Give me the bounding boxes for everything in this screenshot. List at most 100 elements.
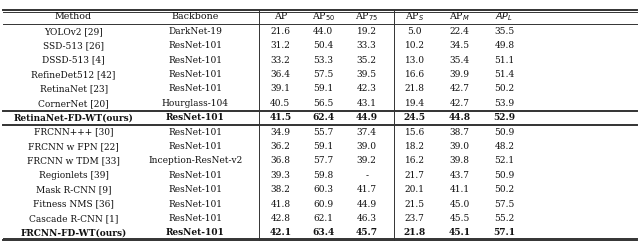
Text: ResNet-101: ResNet-101 [168, 185, 222, 194]
Text: RefineDet512 [42]: RefineDet512 [42] [31, 70, 116, 79]
Text: 42.7: 42.7 [449, 99, 470, 108]
Text: RetinaNet-FD-WT(ours): RetinaNet-FD-WT(ours) [13, 113, 134, 122]
Text: 39.0: 39.0 [449, 142, 470, 151]
Text: ResNet-101: ResNet-101 [168, 214, 222, 223]
Text: 62.4: 62.4 [312, 113, 334, 122]
Text: 39.3: 39.3 [270, 171, 291, 180]
Text: 36.8: 36.8 [270, 157, 291, 165]
Text: 15.6: 15.6 [404, 128, 425, 137]
Text: 19.2: 19.2 [356, 27, 377, 36]
Text: 50.9: 50.9 [494, 171, 515, 180]
Text: 40.5: 40.5 [270, 99, 291, 108]
Text: 53.9: 53.9 [494, 99, 515, 108]
Text: 31.2: 31.2 [270, 41, 291, 50]
Text: 41.1: 41.1 [449, 185, 470, 194]
Text: 44.9: 44.9 [356, 113, 378, 122]
Text: DSSD-513 [4]: DSSD-513 [4] [42, 56, 105, 65]
Text: 59.8: 59.8 [313, 171, 333, 180]
Text: 59.1: 59.1 [313, 142, 333, 151]
Text: 60.9: 60.9 [313, 200, 333, 208]
Text: FRCNN-FD-WT(ours): FRCNN-FD-WT(ours) [20, 228, 127, 237]
Text: -: - [365, 171, 368, 180]
Text: Method: Method [55, 12, 92, 22]
Text: Fitness NMS [36]: Fitness NMS [36] [33, 200, 114, 208]
Text: 60.3: 60.3 [313, 185, 333, 194]
Text: 57.1: 57.1 [493, 228, 515, 237]
Text: AP$_M$: AP$_M$ [449, 11, 470, 23]
Text: YOLOv2 [29]: YOLOv2 [29] [44, 27, 103, 36]
Text: 36.4: 36.4 [270, 70, 291, 79]
Text: 51.4: 51.4 [494, 70, 515, 79]
Text: 62.1: 62.1 [313, 214, 333, 223]
Text: AP$_{50}$: AP$_{50}$ [312, 11, 335, 23]
Text: 38.2: 38.2 [270, 185, 291, 194]
Text: 42.8: 42.8 [270, 214, 291, 223]
Text: 57.7: 57.7 [313, 157, 333, 165]
Text: 44.0: 44.0 [313, 27, 333, 36]
Text: ResNet-101: ResNet-101 [168, 41, 222, 50]
Text: DarkNet-19: DarkNet-19 [168, 27, 222, 36]
Text: Mask R-CNN [9]: Mask R-CNN [9] [36, 185, 111, 194]
Text: 21.8: 21.8 [404, 228, 426, 237]
Text: FRCNN w FPN [22]: FRCNN w FPN [22] [28, 142, 119, 151]
Text: 57.5: 57.5 [313, 70, 333, 79]
Text: Backbone: Backbone [172, 12, 219, 22]
Text: 55.2: 55.2 [494, 214, 515, 223]
Text: AP$_S$: AP$_S$ [405, 11, 424, 23]
Text: ResNet-101: ResNet-101 [168, 128, 222, 137]
Text: FRCNN+++ [30]: FRCNN+++ [30] [34, 128, 113, 137]
Text: 49.8: 49.8 [494, 41, 515, 50]
Text: 16.2: 16.2 [404, 157, 425, 165]
Text: AP$_{75}$: AP$_{75}$ [355, 11, 378, 23]
Text: 50.2: 50.2 [494, 185, 515, 194]
Text: 41.5: 41.5 [269, 113, 291, 122]
Text: ResNet-101: ResNet-101 [168, 171, 222, 180]
Text: 13.0: 13.0 [404, 56, 425, 65]
Text: $AP_L$: $AP_L$ [495, 11, 513, 23]
Text: 44.8: 44.8 [449, 113, 470, 122]
Text: ResNet-101: ResNet-101 [168, 70, 222, 79]
Text: 45.1: 45.1 [449, 228, 470, 237]
Text: 35.4: 35.4 [449, 56, 470, 65]
Text: 39.5: 39.5 [356, 70, 377, 79]
Text: AP: AP [274, 12, 287, 22]
Text: 39.9: 39.9 [449, 70, 470, 79]
Text: 34.5: 34.5 [449, 41, 470, 50]
Text: 52.1: 52.1 [494, 157, 515, 165]
Text: 43.1: 43.1 [356, 99, 377, 108]
Text: 50.4: 50.4 [313, 41, 333, 50]
Text: Regionlets [39]: Regionlets [39] [38, 171, 109, 180]
Text: 48.2: 48.2 [494, 142, 515, 151]
Text: 22.4: 22.4 [449, 27, 470, 36]
Text: 45.5: 45.5 [449, 214, 470, 223]
Text: 55.7: 55.7 [313, 128, 333, 137]
Text: 41.7: 41.7 [356, 185, 377, 194]
Text: 34.9: 34.9 [270, 128, 291, 137]
Text: 20.1: 20.1 [404, 185, 425, 194]
Text: 33.2: 33.2 [271, 56, 290, 65]
Text: 33.3: 33.3 [357, 41, 376, 50]
Text: 37.4: 37.4 [356, 128, 377, 137]
Text: 21.7: 21.7 [404, 171, 425, 180]
Text: 46.3: 46.3 [356, 214, 377, 223]
Text: ResNet-101: ResNet-101 [168, 85, 222, 93]
Text: 39.8: 39.8 [449, 157, 470, 165]
Text: 52.9: 52.9 [493, 113, 515, 122]
Text: Inception-ResNet-v2: Inception-ResNet-v2 [148, 157, 243, 165]
Text: 24.5: 24.5 [404, 113, 426, 122]
Text: 35.5: 35.5 [494, 27, 515, 36]
Text: 21.8: 21.8 [404, 85, 425, 93]
Text: FRCNN w TDM [33]: FRCNN w TDM [33] [27, 157, 120, 165]
Text: Hourglass-104: Hourglass-104 [162, 99, 228, 108]
Text: 45.0: 45.0 [449, 200, 470, 208]
Text: 63.4: 63.4 [312, 228, 334, 237]
Text: 42.3: 42.3 [356, 85, 377, 93]
Text: RetinaNet [23]: RetinaNet [23] [40, 85, 108, 93]
Text: 23.7: 23.7 [404, 214, 425, 223]
Text: 50.2: 50.2 [494, 85, 515, 93]
Text: 44.9: 44.9 [356, 200, 377, 208]
Text: 5.0: 5.0 [408, 27, 422, 36]
Text: 41.8: 41.8 [270, 200, 291, 208]
Text: 39.0: 39.0 [356, 142, 377, 151]
Text: ResNet-101: ResNet-101 [168, 142, 222, 151]
